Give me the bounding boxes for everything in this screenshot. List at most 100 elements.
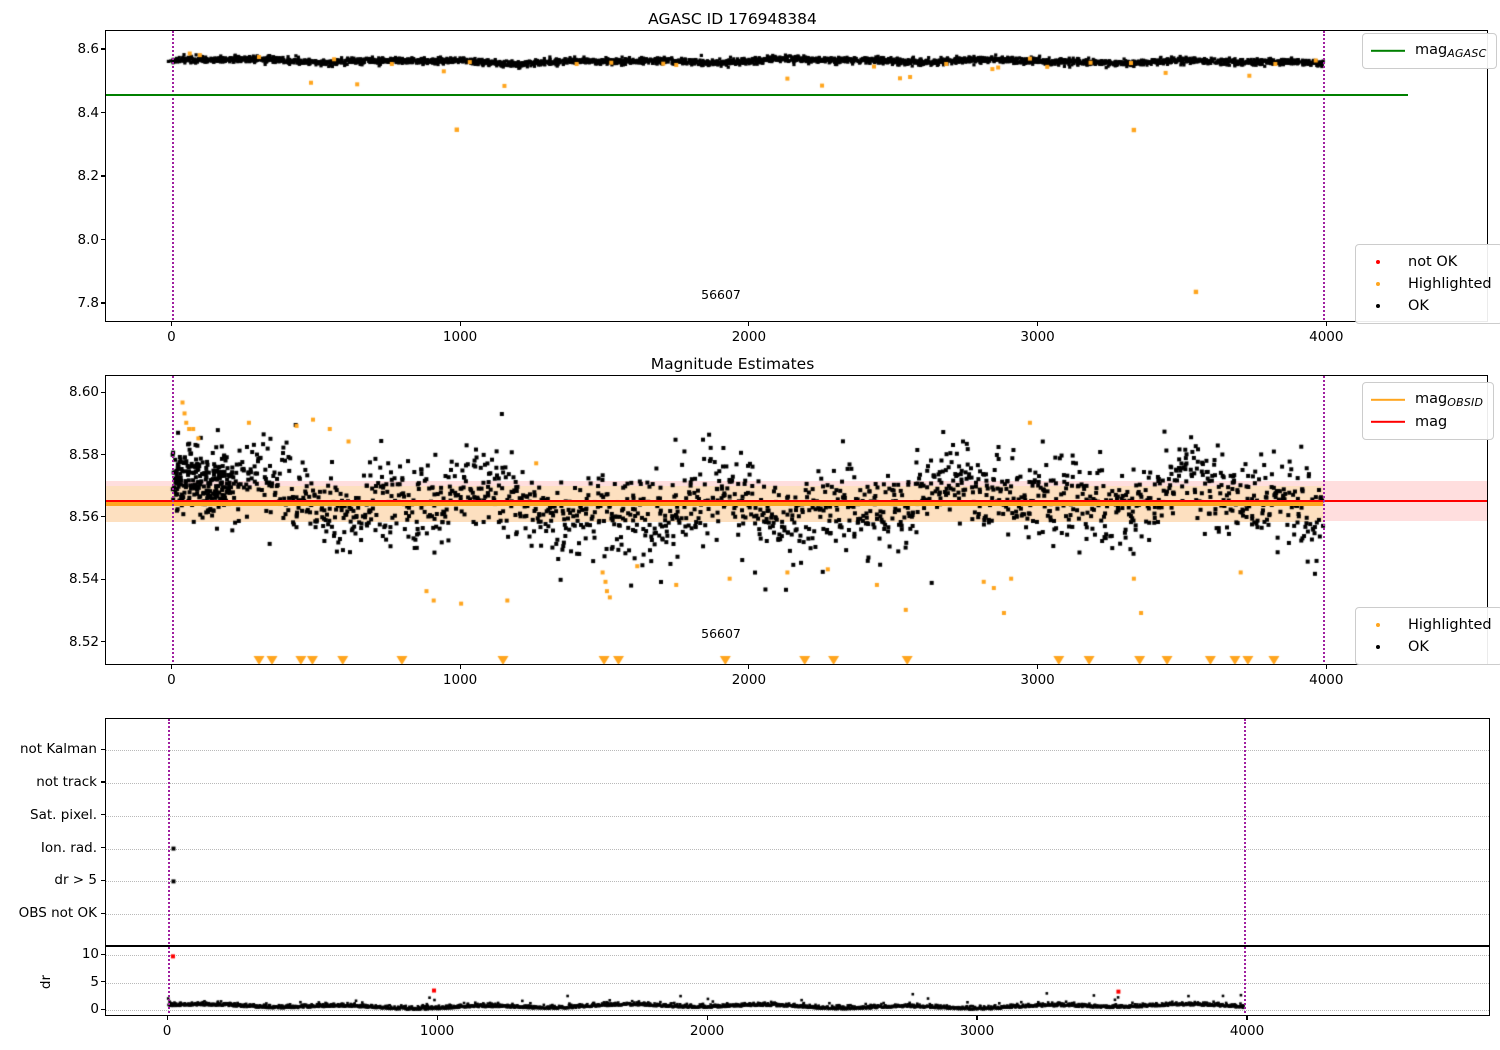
plot-layer [106,719,1489,945]
panel-mid-xtick-mark-4 [1325,665,1327,669]
panel-mid-ytick-mark-0 [101,391,105,393]
panel-dr-xtick-mark-2 [706,1016,708,1020]
panel-mid-ytick-mark-3 [101,578,105,580]
legend-item-top-pt-1[interactable]: Highlighted [1364,273,1492,295]
panel-flags-ylabel-3: Ion. rad. [40,839,97,856]
plot-layer [106,31,1487,321]
legend-label: magOBSID [1415,390,1484,410]
panel-top-ytick-mark-0 [101,48,105,50]
legend-line-swatch-icon [1371,40,1405,62]
panel-dr-ylabel: dr [38,974,54,990]
panel-dr-xtick-label-3: 3000 [959,1023,995,1039]
panel-top-ytick-mark-4 [101,302,105,304]
panel-mid-ytick-label-3: 8.54 [68,571,99,588]
legend-line-swatch-icon [1371,389,1405,411]
legend-label: OK [1408,639,1429,655]
obsid-divider-line-1 [1323,31,1325,321]
panel-mid-xtick-mark-2 [748,665,750,669]
panel-top-ytick-mark-1 [101,111,105,114]
panel-top-points-legend[interactable]: not OK Highlighted OK [1355,244,1500,324]
panel-mid-xtick-mark-0 [170,665,172,669]
panel-mid-axes: 56607 [105,375,1488,665]
panel-top-xtick-label-4: 4000 [1309,329,1344,345]
panel-dr-ytick-mark-0 [101,953,105,955]
legend-item-mid-line-1[interactable]: mag [1371,411,1483,433]
legend-label: OK [1408,298,1429,314]
obsid-divider-line-0 [172,376,175,664]
panel-mid-xtick-label-1: 1000 [442,672,478,688]
panel-mid-line-legend[interactable]: magOBSID mag [1362,382,1495,440]
panel-flags-ytick-mark-5 [101,912,105,914]
legend-item-top-pt-2[interactable]: OK [1364,295,1492,317]
obsid-divider-line-1 [1244,947,1246,1015]
mag-line [106,499,1487,502]
panel-top-ytick-label-1: 8.4 [77,104,99,121]
plot-layer [106,947,1489,1015]
legend-item-mid-pt-0[interactable]: Highlighted [1364,614,1492,636]
panel-mid-ytick-label-0: 8.60 [68,384,99,401]
legend-item-mid-line-0[interactable]: magOBSID [1371,389,1483,411]
legend-dot-swatch-icon [1364,273,1398,295]
panel-flags-ylabel-5: OBS not OK [18,905,97,922]
panel-flags-ylabel-2: Sat. pixel. [30,806,97,823]
panel-mid-xtick-label-2: 2000 [731,672,767,688]
panel-flags-ytick-mark-2 [101,814,105,816]
obsid-annotation: 56607 [701,287,741,302]
panel-dr-xtick-label-1: 1000 [419,1023,455,1039]
panel-top-xtick-mark-4 [1325,322,1327,326]
legend-item-top-pt-0[interactable]: not OK [1364,251,1492,273]
obsid-divider-line-0 [168,947,171,1015]
legend-item-mag-agasc-0[interactable]: magAGASC [1371,40,1486,62]
panel-top-axes: 56607 [105,30,1488,322]
panel-top-title: AGASC ID 176948384 [648,10,817,28]
panel-dr-xtick-label-2: 2000 [689,1023,725,1039]
panel-flags-ytick-mark-3 [101,847,105,849]
panel-mid-ytick-mark-2 [101,516,105,518]
panel-top-ytick-label-2: 8.2 [77,168,99,184]
legend-label: mag [1415,414,1448,430]
legend-label: Highlighted [1408,276,1492,292]
panel-top-ytick-mark-2 [101,175,105,177]
panel-top-ytick-label-0: 8.6 [77,41,99,57]
panel-mid-ytick-label-1: 8.58 [68,446,99,463]
legend-dot-swatch-icon [1364,614,1398,636]
panel-mid-points-legend[interactable]: Highlighted OK [1355,607,1500,665]
obsid-annotation: 56607 [701,626,741,641]
panel-top-xtick-label-1: 1000 [442,329,478,345]
panel-mid-xtick-mark-3 [1037,665,1039,669]
panel-mid-xtick-label-4: 4000 [1309,672,1344,688]
panel-dr-axes [105,946,1490,1016]
panel-flags-ytick-mark-1 [101,781,105,783]
legend-label: not OK [1408,254,1458,270]
panel-flags-ytick-mark-4 [101,879,105,881]
panel-top-xtick-mark-1 [459,322,461,326]
panel-top-xtick-mark-3 [1037,322,1039,326]
panel-mid-title: Magnitude Estimates [650,355,815,373]
panel-dr-ytick-mark-1 [101,981,105,983]
obsid-divider-line-0 [168,719,171,945]
panel-mid-ytick-mark-1 [101,453,105,456]
panel-top-xtick-mark-2 [748,322,750,326]
mag-obsid-line [106,502,1323,506]
panel-dr-xtick-mark-4 [1246,1016,1248,1020]
panel-top-ytick-label-3: 8.0 [77,231,99,248]
panel-top-ytick-label-4: 7.8 [77,295,99,311]
panel-flags-ylabel-0: not Kalman [19,741,97,758]
panel-flags-ytick-mark-0 [101,748,105,750]
mag-agasc-line [106,93,1409,96]
legend-item-mid-pt-1[interactable]: OK [1364,636,1492,658]
panel-flags-ylabel-4: dr > 5 [54,872,97,889]
panel-top-xtick-label-3: 3000 [1020,329,1055,345]
panel-mid-xtick-label-0: 0 [167,672,176,688]
panel-mid-xtick-label-3: 3000 [1020,672,1055,688]
panel-mid-ytick-label-4: 8.52 [68,633,99,650]
panel-dr-xtick-mark-3 [976,1016,978,1020]
panel-dr-xtick-label-0: 0 [162,1023,172,1039]
legend-line-swatch-icon [1371,411,1405,433]
legend-dot-swatch-icon [1364,251,1398,273]
obsid-divider-line-0 [172,31,175,321]
panel-dr-xtick-mark-0 [166,1016,168,1020]
panel-dr-ytick-label-1: 5 [90,973,99,990]
panel-top-line-legend[interactable]: magAGASC [1362,33,1498,69]
